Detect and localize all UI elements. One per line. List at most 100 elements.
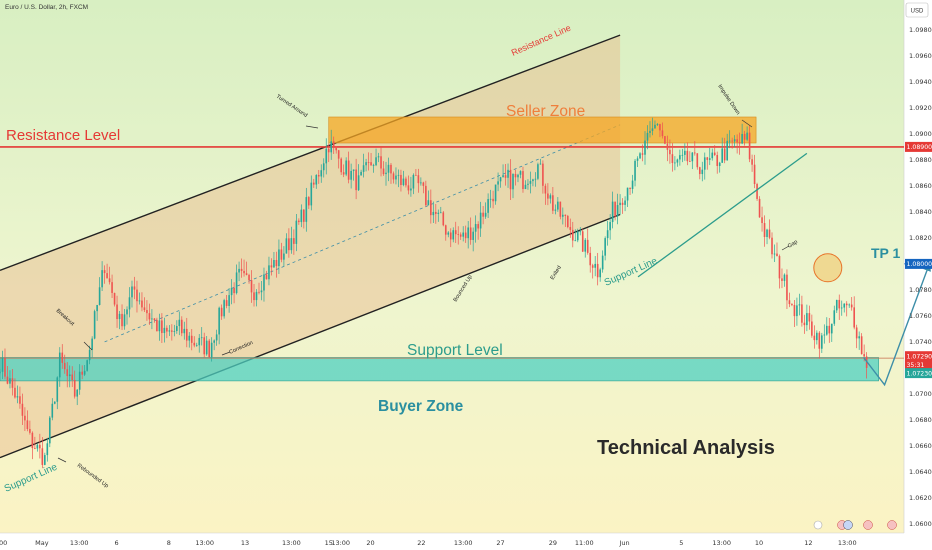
candle-body: [449, 232, 452, 240]
us-flag-icon-2[interactable]: [863, 520, 873, 530]
candle-body: [68, 374, 71, 377]
candle-body: [185, 328, 188, 341]
candle-body: [728, 140, 731, 142]
candle-body: [425, 185, 427, 206]
candle-body: [557, 201, 559, 210]
candle-body: [280, 249, 283, 260]
candle-body: [183, 328, 186, 334]
candle-body: [554, 209, 557, 211]
price-tick-label: 1.06800: [909, 416, 932, 424]
candle-body: [258, 291, 260, 293]
candle-body: [260, 290, 263, 293]
rebounded-up-arrow: [57, 457, 67, 463]
candle-body: [492, 198, 494, 202]
candle-body: [435, 211, 437, 214]
time-tick-label: 8: [167, 539, 171, 547]
lightning-icon[interactable]: [813, 520, 823, 530]
candle-body: [527, 183, 529, 185]
candle-body: [773, 253, 776, 255]
time-tick-label: 10: [755, 539, 763, 547]
candle-body: [34, 448, 36, 449]
currency-badge[interactable]: USD: [911, 9, 924, 15]
candle-body: [594, 263, 597, 268]
candle-body: [444, 225, 447, 235]
candle-body: [412, 174, 415, 189]
candle-body: [91, 338, 93, 350]
candle-body: [293, 238, 295, 244]
support-level-label: Support Level: [407, 342, 503, 359]
time-tick-label: May: [35, 539, 49, 547]
seller-zone: [328, 116, 757, 144]
candle-body: [579, 231, 582, 233]
candle-body: [641, 153, 644, 155]
price-marker-label: 35:31: [907, 362, 925, 369]
candle-body: [711, 152, 714, 159]
candle-body: [723, 148, 726, 161]
candle-body: [218, 307, 220, 335]
candle-layer: [0, 117, 868, 469]
candle-body: [73, 379, 76, 397]
candle-body: [599, 269, 601, 278]
candle-body: [825, 325, 828, 335]
candle-body: [671, 154, 674, 163]
us-flag-icon-3[interactable]: [887, 520, 897, 530]
candle-body: [283, 253, 285, 260]
time-tick-label: 3:00: [0, 539, 7, 547]
candle-body: [238, 268, 240, 273]
candle-body: [322, 163, 325, 171]
price-tick-label: 1.06400: [909, 468, 932, 476]
candle-body: [684, 150, 686, 155]
candle-body: [439, 212, 442, 214]
candle-body: [307, 197, 310, 206]
candle-body: [161, 320, 163, 334]
candle-body: [305, 197, 308, 222]
candle-body: [581, 231, 584, 252]
candle-body: [136, 289, 138, 302]
time-tick-label: 15: [325, 539, 333, 547]
time-tick-label: 13:00: [712, 539, 731, 547]
candle-body: [223, 300, 225, 317]
time-tick-label: 13:00: [454, 539, 473, 547]
candle-body: [698, 167, 701, 175]
candle-body: [193, 342, 196, 346]
candle-body: [659, 124, 661, 131]
currency-badge-box[interactable]: [905, 2, 929, 18]
candle-body: [669, 149, 671, 155]
candle-body: [370, 162, 372, 166]
candle-body: [512, 173, 514, 190]
candle-body: [407, 185, 410, 191]
candle-body: [48, 417, 51, 444]
time-tick-label: 5: [679, 539, 683, 547]
price-tick-label: 1.07800: [909, 286, 932, 294]
candle-body: [98, 287, 101, 305]
price-tick-label: 1.09000: [909, 130, 932, 138]
candle-body: [437, 212, 440, 214]
candle-body: [198, 337, 201, 346]
candle-body: [542, 163, 544, 186]
gap-circle: [813, 253, 843, 283]
candle-body: [188, 335, 191, 341]
candle-body: [310, 182, 313, 206]
candle-body: [609, 222, 611, 231]
candle-body: [141, 300, 143, 308]
candle-body: [330, 141, 333, 153]
candle-body: [121, 313, 123, 327]
candle-body: [474, 224, 477, 232]
candle-body: [405, 178, 407, 186]
candle-body: [559, 201, 562, 217]
candle-body: [375, 157, 377, 166]
candle-body: [544, 185, 547, 194]
breakout-arrow: [83, 341, 93, 351]
support-trendline: [637, 152, 808, 278]
candle-body: [751, 159, 753, 165]
candle-body: [636, 158, 639, 161]
candle-body: [833, 310, 836, 324]
candle-body: [151, 318, 153, 320]
candle-body: [537, 164, 539, 179]
candle-body: [250, 280, 253, 293]
eu-flag-icon[interactable]: [843, 520, 853, 530]
candle-body: [786, 274, 788, 301]
